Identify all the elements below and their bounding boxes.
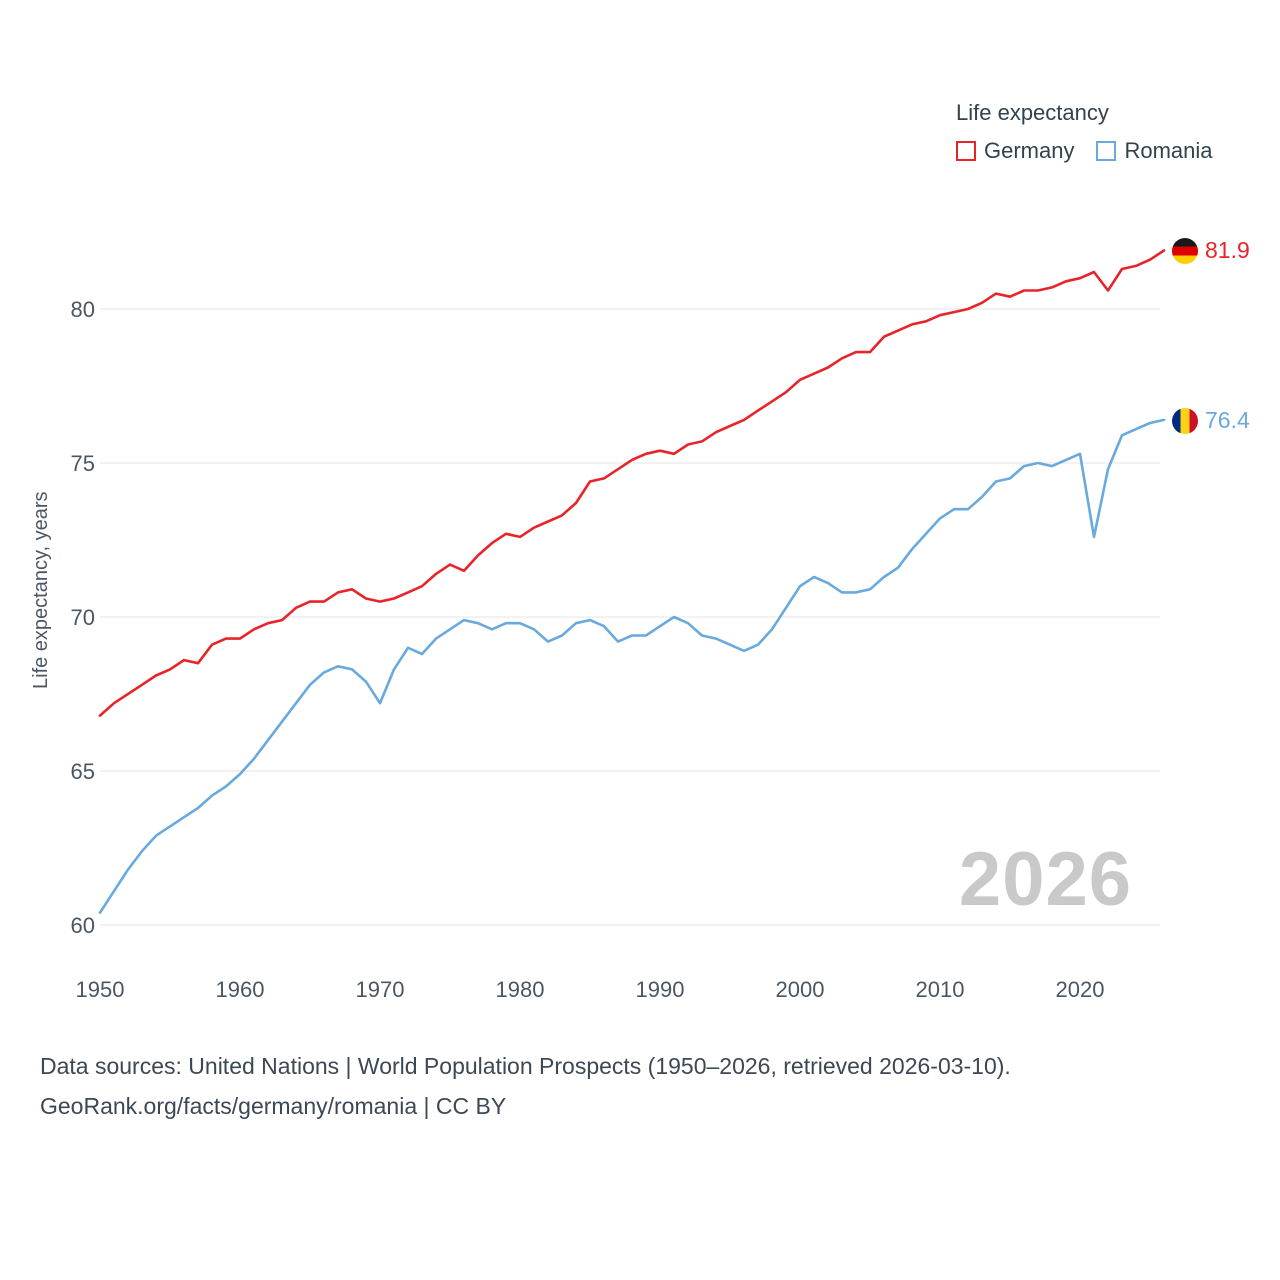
legend: Life expectancy Germany Romania — [956, 100, 1256, 164]
series-line-romania — [98, 418, 1166, 915]
legend-title: Life expectancy — [956, 100, 1109, 125]
end-label-romania: 76.4 — [1172, 407, 1250, 434]
footer-attribution: GeoRank.org/facts/germany/romania | CC B… — [40, 1093, 507, 1119]
germany-series-swatch-icon — [956, 141, 976, 161]
end-label-germany: 81.9 — [1172, 237, 1250, 264]
x-tick-label-1990: 1990 — [636, 977, 685, 1002]
series-line-germany — [98, 249, 1166, 717]
legend-items: Germany Romania — [956, 138, 1256, 164]
footer-data-sources: Data sources: United Nations | World Pop… — [40, 1053, 1011, 1079]
germany-end-value: 81.9 — [1205, 237, 1250, 263]
x-tick-label-2000: 2000 — [776, 977, 825, 1002]
x-tick-label-1960: 1960 — [216, 977, 265, 1002]
x-tick-label-2010: 2010 — [916, 977, 965, 1002]
y-tick-label-80: 80 — [71, 297, 95, 322]
legend-label-romania: Romania — [1124, 138, 1213, 163]
legend-item-romania: Romania — [1096, 138, 1213, 164]
x-tick-label-1950: 1950 — [76, 977, 125, 1002]
y-axis-title: Life expectancy, years — [30, 491, 52, 689]
germany-flag-icon — [1172, 237, 1198, 264]
y-tick-label-65: 65 — [71, 759, 95, 784]
footer: Data sources: United Nations | World Pop… — [40, 1046, 1011, 1126]
y-tick-label-60: 60 — [71, 913, 95, 938]
romania-flag-icon — [1172, 407, 1198, 434]
romania-end-value: 76.4 — [1205, 407, 1250, 433]
y-tick-label-75: 75 — [71, 451, 95, 476]
y-tick-label-70: 70 — [71, 605, 95, 630]
x-tick-label-1970: 1970 — [356, 977, 405, 1002]
x-tick-label-2020: 2020 — [1056, 977, 1105, 1002]
romania-series-swatch-icon — [1096, 141, 1117, 161]
legend-label-germany: Germany — [984, 138, 1075, 163]
legend-item-germany: Germany — [956, 138, 1074, 164]
x-tick-label-1980: 1980 — [496, 977, 545, 1002]
watermark-year: 2026 — [958, 837, 1132, 922]
